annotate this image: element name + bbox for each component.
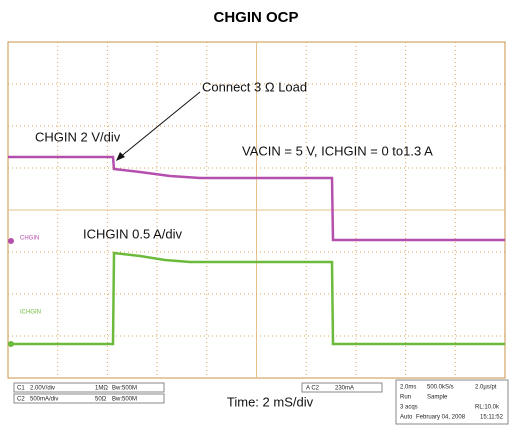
date: February 04, 2008 — [416, 415, 466, 421]
acqs: 3 acqs — [400, 405, 418, 411]
ch2-bandwidth: Bw:500M — [112, 397, 137, 403]
record: RL:10.0k — [475, 405, 500, 411]
ch2-coupling: 50Ω — [95, 397, 107, 403]
annotation: Connect 3 Ω Load — [202, 79, 307, 94]
mode: Sample — [427, 395, 448, 401]
acq-box — [395, 379, 509, 425]
annotation: VACIN = 5 V, ICHGIN = 0 to1.3 A — [242, 143, 433, 158]
clock: 15:11:52 — [480, 415, 504, 421]
ch1-bandwidth: Bw:500M — [112, 386, 137, 392]
ch2-box — [13, 393, 165, 404]
ch2-tag: ICHGIN — [20, 310, 41, 316]
timebase: 2.0ms — [400, 385, 416, 391]
time-scale: Time: 2 mS/div — [227, 394, 314, 409]
annotation: ICHGIN 0.5 A/div — [83, 226, 182, 241]
trigger-mode: Auto — [400, 415, 413, 421]
ch1-tag: CHGIN — [20, 236, 39, 242]
annotation: CHGIN 2 V/div — [35, 129, 121, 144]
arrow-head — [116, 152, 125, 161]
chgin-trace — [8, 155, 505, 242]
title: CHGIN OCP — [213, 9, 298, 26]
ch1-box — [13, 382, 165, 393]
grid — [8, 42, 505, 378]
trigger-level: 230mA — [335, 386, 354, 392]
ch2-scale: 500mA/div — [30, 397, 58, 403]
trigger-source: A C2 — [306, 386, 320, 392]
resolution: 2.0µs/pt — [475, 385, 497, 391]
rate: 500.0kS/s — [427, 385, 454, 391]
ch1-name: C1 — [17, 386, 25, 392]
state: Run — [400, 395, 411, 401]
ch1-scale: 2.00V/div — [30, 386, 55, 392]
trigger-box — [301, 382, 383, 393]
arrow — [118, 91, 201, 159]
ch1-coupling: 1MΩ — [95, 386, 108, 392]
ch1-marker — [8, 238, 14, 244]
ch2-name: C2 — [17, 397, 25, 403]
ichgin-trace — [8, 251, 505, 346]
ch2-marker — [8, 341, 14, 347]
